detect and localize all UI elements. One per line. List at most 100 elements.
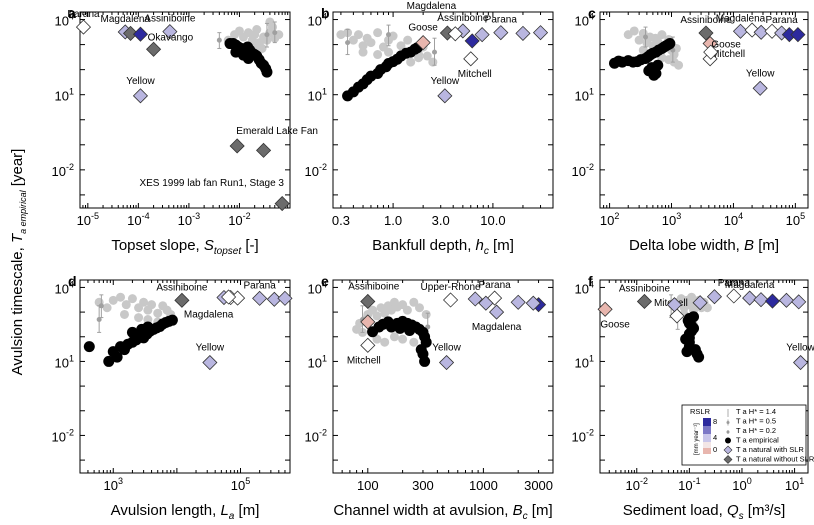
delta-label: Magdalena [184, 310, 234, 321]
y-tick-label: 104 [575, 12, 594, 29]
y-tick-label: 10-2 [305, 427, 327, 444]
lab-point [403, 35, 413, 45]
natural-delta-marker [753, 24, 769, 40]
natural-delta-marker [478, 295, 494, 311]
x-tick-label: 10-5 [77, 211, 99, 228]
natural-delta-marker [438, 354, 455, 371]
lab-point [414, 303, 424, 313]
error-bar-center [425, 324, 431, 330]
y-axis-label-text: Avulsion timescale, [9, 243, 26, 375]
legend: RSLR 8 4 0 [mm year⁻¹] T a H* = 1.4T a H… [681, 404, 814, 466]
plot-frame [79, 11, 291, 209]
colorbar-tick-label: 0 [713, 445, 717, 454]
empirical-point [664, 38, 676, 50]
y-tick-label: 101 [55, 353, 74, 370]
empirical-point [242, 52, 254, 64]
x-tick-label: 10-3 [178, 211, 200, 228]
natural-delta-marker [474, 27, 490, 43]
delta-label: Yellow [746, 68, 775, 79]
natural-delta-marker [229, 138, 245, 154]
natural-delta-marker [437, 88, 453, 104]
colorbar-tick-label: 4 [713, 433, 717, 442]
delta-label: Magdalena [725, 280, 775, 291]
natural-delta-marker [706, 289, 723, 305]
lab-point [398, 334, 408, 344]
x-tick-label: 10-2 [228, 211, 250, 228]
error-bar-center [272, 30, 278, 36]
lab-point [108, 295, 118, 305]
empirical-point [385, 321, 397, 333]
y-tick-label: 10-2 [52, 162, 74, 179]
panel-b: 0.3 1.0 3.0 10.0 10-2 101 104 Bankfull depth, h… [305, 1, 554, 257]
error-bar-center [386, 32, 392, 38]
natural-delta-marker [703, 44, 719, 60]
natural-delta-marker [256, 142, 272, 158]
delta-label: Parana [478, 280, 511, 291]
delta-label: Assiniboine [348, 281, 400, 292]
y-axis-label-sub: a empirical [18, 189, 28, 234]
error-bar-center [345, 40, 351, 46]
error-bar-center [670, 47, 676, 53]
lab-point [127, 294, 137, 304]
natural-delta-marker [415, 35, 431, 51]
natural-delta-marker [532, 25, 549, 41]
legend-label: T a empirical [736, 436, 779, 445]
natural-delta-marker [360, 293, 376, 310]
plot-frame [332, 279, 554, 474]
natural-delta-marker [597, 301, 613, 317]
lab-point [373, 28, 383, 38]
y-tick-label: 104 [308, 12, 327, 29]
x-tick-label: 100 [732, 476, 751, 493]
delta-label: Emerald Lake Fan [236, 126, 318, 137]
colorbar-tick-label: 8 [713, 417, 717, 426]
lab-point [139, 297, 149, 307]
lab-point [358, 47, 368, 57]
delta-label: Assiniboine [437, 13, 489, 24]
lab-point [674, 60, 684, 70]
natural-delta-marker [455, 23, 471, 39]
natural-delta-marker [360, 314, 376, 330]
plot-frame [79, 279, 291, 474]
natural-delta-marker [669, 308, 685, 324]
lab-point [389, 332, 399, 342]
lab-point [116, 292, 126, 302]
colorbar-segment [703, 442, 711, 448]
lab-point [396, 41, 406, 51]
y-tick-label: 104 [55, 279, 74, 296]
lab-point [252, 25, 262, 35]
lab-point [102, 303, 112, 313]
natural-delta-marker [778, 292, 794, 308]
y-tick-label: 10-2 [572, 427, 594, 444]
error-bar-center [642, 34, 648, 40]
natural-delta-marker [764, 23, 780, 39]
error-bar-center [216, 37, 222, 43]
natural-delta-marker [274, 196, 290, 212]
lab-point [358, 41, 368, 51]
delta-label: Okavango [148, 32, 194, 43]
x-tick-label: 10-2 [626, 476, 648, 493]
panel-e: 100 300 1000 3000 10-2 101 104 Channel width at… [305, 273, 554, 522]
y-tick-label: 101 [575, 353, 594, 370]
x-tick-label: 300 [412, 478, 434, 493]
lab-point [143, 315, 153, 325]
empirical-point [404, 324, 416, 336]
empirical-point [680, 333, 692, 345]
x-tick-label: 104 [724, 211, 743, 228]
natural-delta-marker [277, 290, 293, 306]
x-tick-label: 10-4 [127, 211, 149, 228]
lab-point [372, 311, 382, 321]
x-tick-label: 10.0 [480, 213, 505, 228]
natural-delta-marker [132, 26, 149, 42]
natural-delta-marker [692, 295, 708, 311]
delta-label: Magdalena [101, 14, 151, 25]
x-tick-label: 10-1 [678, 476, 700, 493]
x-axis-label: Channel width at avulsion, Bc [m] [333, 502, 552, 522]
empirical-point [142, 321, 154, 333]
empirical-point [261, 66, 273, 78]
natural-delta-marker [636, 293, 653, 310]
natural-delta-marker [146, 41, 162, 57]
natural-delta-marker [75, 19, 92, 35]
lab-point [380, 337, 390, 347]
delta-label: Parana [718, 278, 751, 289]
